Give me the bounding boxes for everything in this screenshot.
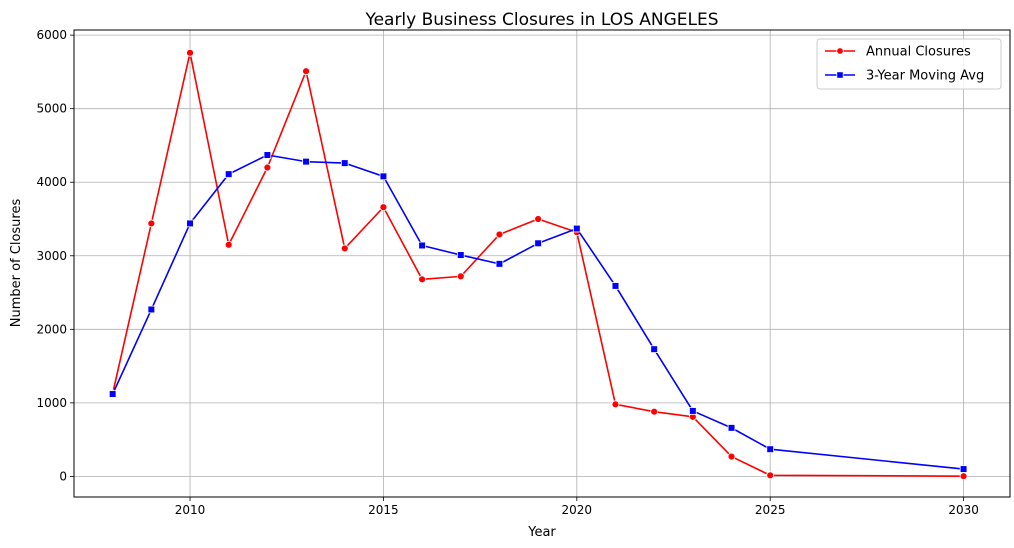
data-point-marker xyxy=(456,251,465,259)
data-point-marker xyxy=(418,241,426,250)
data-point-marker xyxy=(727,452,736,461)
data-point-marker xyxy=(766,445,774,453)
y-tick-label: 0 xyxy=(59,469,67,483)
x-tick-label: 2015 xyxy=(368,503,399,517)
data-point-marker xyxy=(379,203,388,212)
data-point-marker xyxy=(650,407,659,416)
legend-marker-moving-avg xyxy=(836,71,844,79)
legend-label-annual: Annual Closures xyxy=(866,45,971,60)
data-point-marker xyxy=(224,170,233,178)
x-axis-label: Year xyxy=(527,525,556,540)
data-point-marker xyxy=(766,471,775,480)
y-tick-label: 2000 xyxy=(36,322,67,336)
data-point-marker xyxy=(611,282,620,290)
data-point-marker xyxy=(573,224,581,233)
data-point-marker xyxy=(302,157,310,166)
data-point-marker xyxy=(650,345,658,353)
data-point-marker xyxy=(456,272,465,281)
data-point-marker xyxy=(534,239,542,248)
plot-frame xyxy=(73,29,1011,498)
data-point-marker xyxy=(147,305,156,314)
x-tick-label: 2020 xyxy=(562,503,593,517)
data-point-marker xyxy=(340,244,349,253)
legend-marker-annual xyxy=(836,47,844,55)
y-tick-label: 3000 xyxy=(36,249,67,263)
y-tick-label: 5000 xyxy=(36,102,67,116)
y-tick-label: 1000 xyxy=(36,396,67,410)
data-point-marker xyxy=(611,400,620,409)
data-point-marker xyxy=(340,159,349,167)
data-point-marker xyxy=(959,472,968,481)
y-axis-label: Number of Closures xyxy=(9,199,24,328)
legend: Annual Closures 3-Year Moving Avg xyxy=(816,38,1002,90)
data-point-marker xyxy=(302,67,310,76)
data-point-marker xyxy=(263,163,272,172)
grid-lines xyxy=(74,30,1010,497)
data-point-marker xyxy=(108,390,117,398)
series-moving-average xyxy=(108,151,968,473)
data-point-marker xyxy=(689,407,697,415)
axis-ticks: 2010 2015 2020 2025 2030 0 1000 2000 3000 4000 500… xyxy=(36,28,978,517)
x-tick-label: 2030 xyxy=(948,503,979,517)
data-point-marker xyxy=(727,424,736,432)
data-point-marker xyxy=(495,230,504,239)
y-tick-label: 6000 xyxy=(36,28,67,42)
y-tick-label: 4000 xyxy=(36,175,67,189)
data-point-marker xyxy=(224,240,233,249)
data-point-marker xyxy=(186,48,194,57)
series-annual-closures xyxy=(108,48,968,481)
data-point-marker xyxy=(186,219,194,228)
data-point-marker xyxy=(147,219,156,228)
data-point-marker xyxy=(263,151,272,159)
x-tick-label: 2025 xyxy=(755,503,786,517)
legend-label-moving-avg: 3-Year Moving Avg xyxy=(866,69,984,84)
data-point-marker xyxy=(418,275,426,284)
data-point-marker xyxy=(495,260,504,268)
chart-title: Yearly Business Closures in LOS ANGELES xyxy=(364,10,718,30)
x-tick-label: 2010 xyxy=(175,503,206,517)
data-point-marker xyxy=(379,172,388,181)
series-layer xyxy=(108,48,968,481)
data-point-marker xyxy=(959,465,968,473)
legend-box xyxy=(816,38,1002,90)
data-point-marker xyxy=(534,215,543,223)
